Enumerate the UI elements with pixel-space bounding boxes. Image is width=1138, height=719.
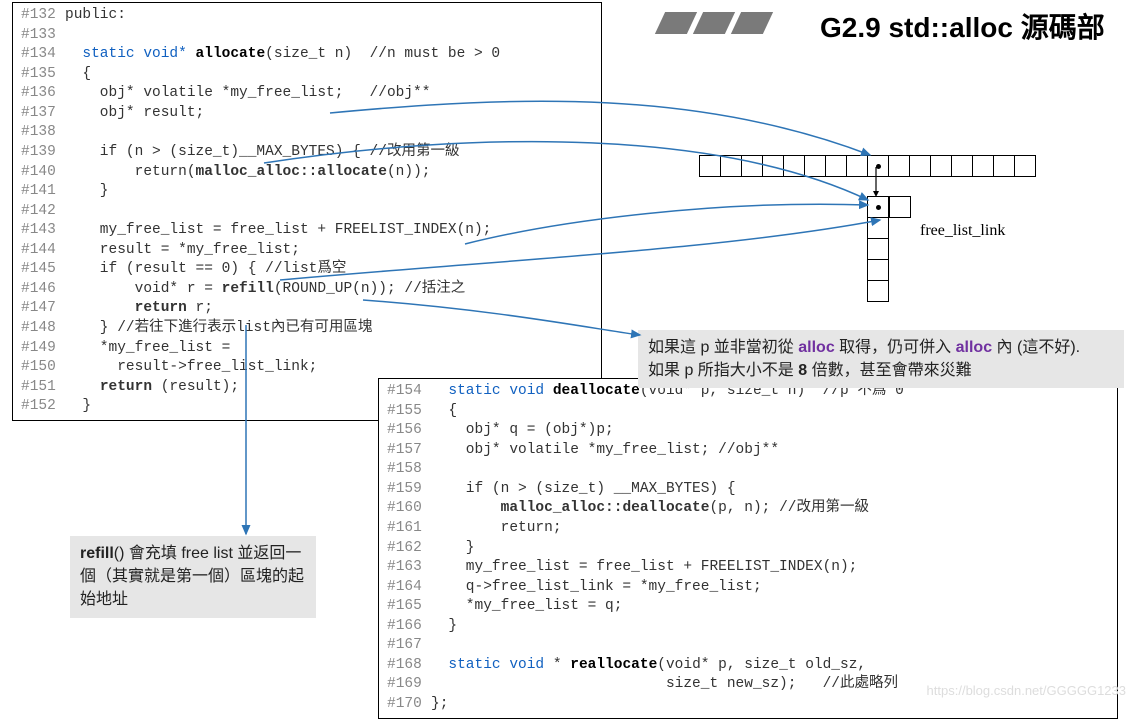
array-cell xyxy=(951,155,973,177)
array-cell xyxy=(993,155,1015,177)
array-cell xyxy=(762,155,784,177)
array-cell xyxy=(1014,155,1036,177)
list-node xyxy=(867,196,889,218)
title-stripes xyxy=(660,12,768,34)
array-cell xyxy=(930,155,952,177)
array-cell xyxy=(972,155,994,177)
page-title: G2.9 std::alloc 源碼部 xyxy=(820,6,1105,46)
list-node xyxy=(867,238,889,260)
diagram-label: free_list_link xyxy=(920,222,1005,240)
watermark: https://blog.csdn.net/GGGGG1233 xyxy=(927,683,1126,698)
array-cell xyxy=(720,155,742,177)
array-cell xyxy=(825,155,847,177)
array-cell xyxy=(804,155,826,177)
note-dealloc-warning: 如果這 p 並非當初從 alloc 取得，仍可併入 alloc 內 (這不好).… xyxy=(638,330,1124,388)
list-node xyxy=(867,280,889,302)
stripe xyxy=(655,12,697,34)
note-refill: refill() 會充填 free list 並返回一個（其實就是第一個）區塊的… xyxy=(70,536,316,618)
array-cell xyxy=(846,155,868,177)
array-cell xyxy=(741,155,763,177)
list-node-side xyxy=(889,196,911,218)
code-allocate: #132public: #133 #134 static void* alloc… xyxy=(12,2,602,421)
list-node xyxy=(867,259,889,281)
stripe xyxy=(731,12,773,34)
array-cell xyxy=(699,155,721,177)
pointer-dot xyxy=(876,205,881,210)
freelist-diagram: free_list_link xyxy=(700,155,1036,177)
array-cell xyxy=(783,155,805,177)
stripe xyxy=(693,12,735,34)
code-deallocate: #154 static void deallocate(void* p, siz… xyxy=(378,378,1118,719)
list-node xyxy=(867,217,889,239)
